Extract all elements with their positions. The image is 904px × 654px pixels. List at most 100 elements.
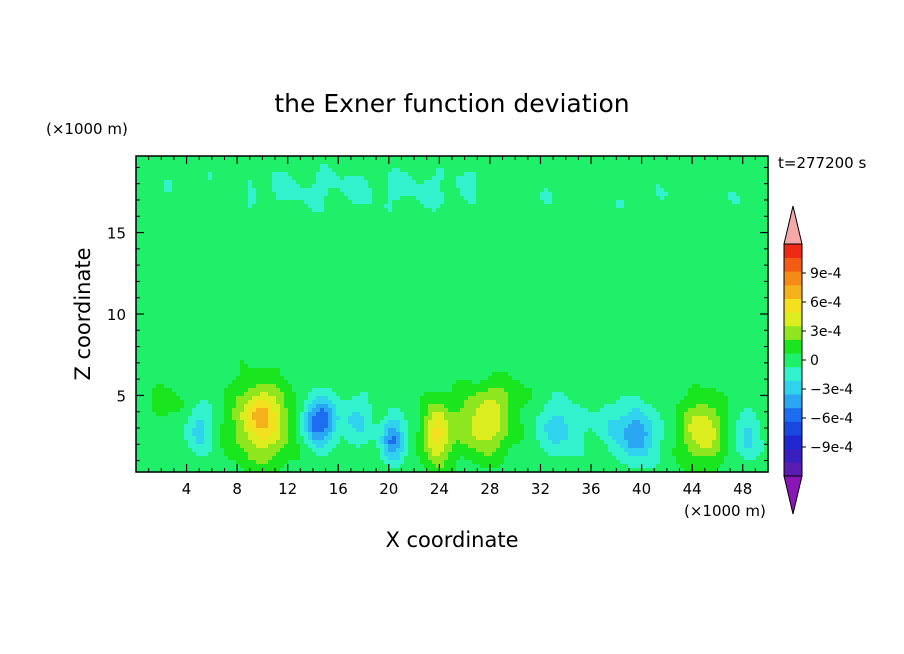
- field-cell: [476, 264, 481, 269]
- field-cell: [244, 164, 249, 169]
- field-cell: [708, 232, 713, 237]
- field-cell: [168, 268, 173, 273]
- field-cell: [740, 220, 745, 225]
- field-cell: [552, 184, 557, 189]
- field-cell: [700, 156, 705, 161]
- field-cell: [748, 248, 753, 253]
- field-cell: [628, 168, 633, 173]
- field-cell: [264, 236, 269, 241]
- field-cell: [504, 180, 509, 185]
- field-cell: [744, 256, 749, 261]
- field-cell: [488, 212, 493, 217]
- field-cell: [732, 244, 737, 249]
- field-cell: [248, 168, 253, 173]
- field-cell: [572, 180, 577, 185]
- field-cell: [484, 156, 489, 161]
- field-cell: [400, 236, 405, 241]
- field-cell: [524, 172, 529, 177]
- field-cell: [212, 228, 217, 233]
- field-cell: [580, 212, 585, 217]
- field-cell: [252, 248, 257, 253]
- field-cell: [528, 264, 533, 269]
- field-cell: [508, 260, 513, 265]
- field-cell: [424, 240, 429, 245]
- field-cell: [592, 216, 597, 221]
- field-cell: [760, 188, 765, 193]
- field-cell: [232, 196, 237, 201]
- field-cell: [496, 180, 501, 185]
- field-cell: [424, 192, 429, 197]
- field-cell: [752, 228, 757, 233]
- field-cell: [612, 232, 617, 237]
- field-cell: [484, 212, 489, 217]
- field-cell: [480, 180, 485, 185]
- field-cell: [232, 188, 237, 193]
- field-cell: [656, 220, 661, 225]
- field-cell: [428, 252, 433, 257]
- field-cell: [620, 260, 625, 265]
- field-cell: [340, 224, 345, 229]
- field-cell: [260, 208, 265, 213]
- field-cell: [524, 208, 529, 213]
- field-cell: [716, 180, 721, 185]
- field-cell: [476, 244, 481, 249]
- field-cell: [408, 164, 413, 169]
- field-cell: [456, 240, 461, 245]
- field-cell: [300, 236, 305, 241]
- field-cell: [312, 160, 317, 165]
- field-cell: [464, 224, 469, 229]
- field-cell: [620, 196, 625, 201]
- field-cell: [280, 236, 285, 241]
- field-cell: [320, 256, 325, 261]
- field-cell: [572, 244, 577, 249]
- field-cell: [644, 252, 649, 257]
- field-cell: [508, 276, 513, 281]
- field-cell: [192, 216, 197, 221]
- field-cell: [224, 200, 229, 205]
- field-cell: [632, 252, 637, 257]
- field-cell: [292, 220, 297, 225]
- field-cell: [556, 220, 561, 225]
- field-cell: [320, 164, 325, 169]
- field-cell: [608, 184, 613, 189]
- field-cell: [272, 216, 277, 221]
- field-cell: [524, 256, 529, 261]
- field-cell: [448, 228, 453, 233]
- field-cell: [308, 220, 313, 225]
- field-cell: [268, 276, 273, 281]
- field-cell: [144, 272, 149, 277]
- field-cell: [368, 200, 373, 205]
- field-cell: [200, 264, 205, 269]
- field-cell: [176, 216, 181, 221]
- field-cell: [424, 200, 429, 205]
- field-cell: [176, 260, 181, 265]
- field-cell: [644, 240, 649, 245]
- field-cell: [372, 184, 377, 189]
- field-cell: [188, 176, 193, 181]
- field-cell: [336, 256, 341, 261]
- field-cell: [756, 204, 761, 209]
- field-cell: [464, 168, 469, 173]
- field-cell: [596, 188, 601, 193]
- field-cell: [276, 168, 281, 173]
- field-cell: [424, 168, 429, 173]
- field-cell: [516, 172, 521, 177]
- field-cell: [336, 228, 341, 233]
- field-cell: [732, 208, 737, 213]
- field-cell: [204, 252, 209, 257]
- field-cell: [264, 216, 269, 221]
- field-cell: [168, 260, 173, 265]
- field-cell: [208, 276, 213, 281]
- field-cell: [328, 232, 333, 237]
- field-cell: [676, 188, 681, 193]
- field-cell: [324, 216, 329, 221]
- field-cell: [184, 236, 189, 241]
- field-cell: [288, 164, 293, 169]
- field-cell: [580, 260, 585, 265]
- field-cell: [408, 240, 413, 245]
- field-cell: [496, 248, 501, 253]
- field-cell: [464, 188, 469, 193]
- field-cell: [360, 256, 365, 261]
- field-cell: [708, 276, 713, 281]
- field-cell: [580, 256, 585, 261]
